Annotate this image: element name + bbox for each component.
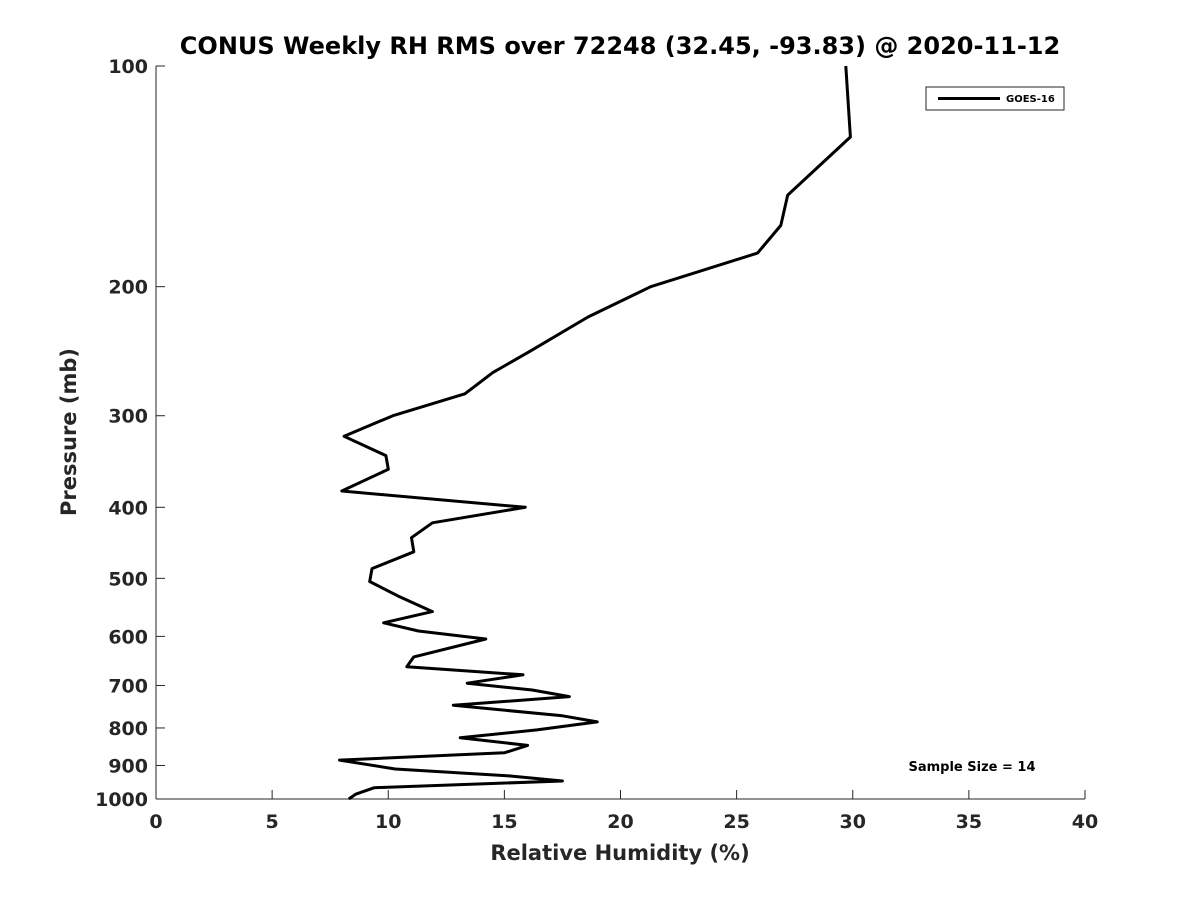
y-tick-label: 500 bbox=[108, 568, 148, 590]
x-tick-label: 5 bbox=[266, 811, 279, 833]
y-tick-label: 600 bbox=[108, 626, 148, 648]
legend: GOES-16 bbox=[925, 86, 1065, 111]
y-tick-label: 100 bbox=[108, 56, 148, 78]
x-tick-label: 0 bbox=[149, 811, 162, 833]
y-axis: 100 200 300 400 500 600 700 800 900 1000 bbox=[95, 56, 165, 811]
y-tick-label: 900 bbox=[108, 755, 148, 777]
series-line-goes-16 bbox=[338, 65, 852, 801]
x-axis: 0 5 10 15 20 25 30 35 40 bbox=[149, 790, 1098, 833]
x-tick-label: 35 bbox=[956, 811, 982, 833]
x-tick-label: 40 bbox=[1072, 811, 1098, 833]
x-tick-label: 15 bbox=[491, 811, 517, 833]
x-axis-label: Relative Humidity (%) bbox=[490, 841, 749, 865]
legend-label-goes-16: GOES-16 bbox=[1006, 94, 1055, 105]
y-tick-label: 400 bbox=[108, 497, 148, 519]
sample-size-annotation: Sample Size = 14 bbox=[908, 760, 1035, 775]
y-tick-label: 700 bbox=[108, 675, 148, 697]
chart-title: CONUS Weekly RH RMS over 72248 (32.45, -… bbox=[180, 32, 1060, 60]
x-tick-label: 25 bbox=[723, 811, 749, 833]
y-tick-label: 300 bbox=[108, 406, 148, 428]
x-tick-label: 30 bbox=[840, 811, 866, 833]
y-tick-label: 1000 bbox=[95, 789, 148, 811]
series-layer bbox=[338, 65, 852, 801]
x-tick-label: 10 bbox=[375, 811, 401, 833]
y-tick-label: 200 bbox=[108, 277, 148, 299]
y-axis-label: Pressure (mb) bbox=[57, 348, 81, 516]
y-tick-label: 800 bbox=[108, 718, 148, 740]
x-tick-label: 20 bbox=[607, 811, 633, 833]
